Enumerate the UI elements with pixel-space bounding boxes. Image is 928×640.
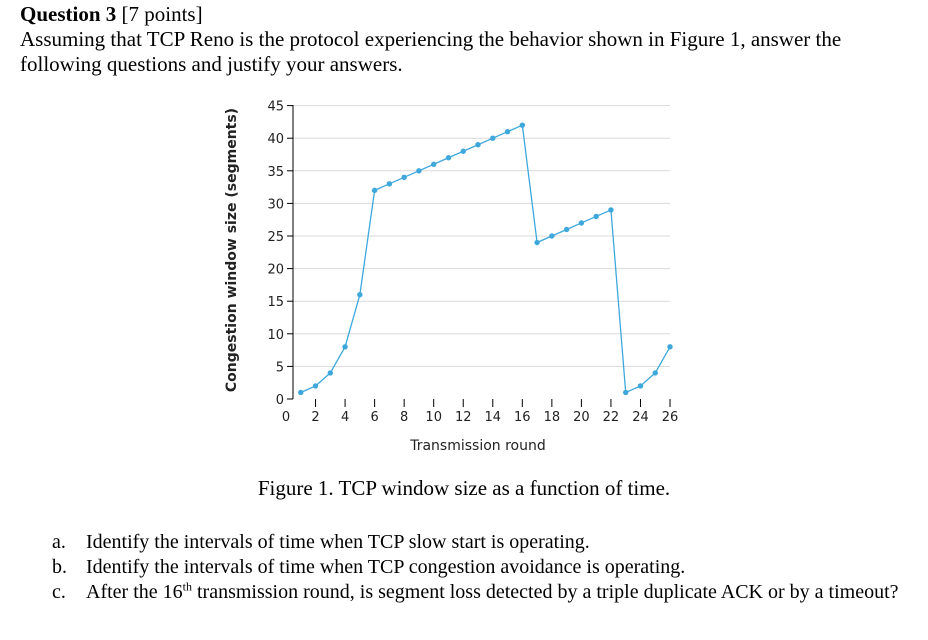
question-c-text-pre: After the 16 bbox=[86, 581, 183, 603]
x-axis-label: Transmission round bbox=[409, 438, 546, 454]
question-label: Question 3 bbox=[20, 2, 117, 26]
data-point-12 bbox=[460, 148, 466, 154]
question-a: a. Identify the intervals of time when T… bbox=[52, 530, 922, 555]
y-tick-label-30: 30 bbox=[267, 197, 284, 212]
question-b-label: b. bbox=[52, 556, 67, 578]
cwnd-series-line bbox=[300, 124, 671, 394]
x-tick-label-6: 6 bbox=[370, 410, 378, 425]
data-point-21 bbox=[593, 213, 599, 220]
question-list: a. Identify the intervals of time when T… bbox=[52, 530, 922, 605]
data-point-4 bbox=[342, 344, 348, 350]
data-point-11 bbox=[445, 155, 452, 161]
question-c: c. After the 16th transmission round, is… bbox=[52, 580, 922, 605]
x-axis-ticks: 0 2 4 6 8 10 12 14 16 18 20 22 24 26 bbox=[282, 399, 678, 425]
data-point-14 bbox=[490, 135, 496, 141]
x-tick-label-12: 12 bbox=[455, 410, 472, 425]
question-c-label: c. bbox=[52, 581, 66, 603]
data-point-26 bbox=[667, 344, 673, 350]
data-point-15 bbox=[504, 128, 511, 135]
data-point-18 bbox=[549, 233, 555, 239]
question-b-text: Identify the intervals of time when TCP … bbox=[86, 556, 686, 578]
question-a-label: a. bbox=[52, 531, 66, 553]
data-point-25 bbox=[652, 370, 658, 376]
y-tick-label-10: 10 bbox=[267, 328, 284, 343]
question-c-text-post: transmission round, is segment loss dete… bbox=[191, 581, 899, 603]
question-a-text: Identify the intervals of time when TCP … bbox=[86, 531, 590, 553]
question-b: b. Identify the intervals of time when T… bbox=[52, 555, 922, 580]
x-tick-label-20: 20 bbox=[573, 410, 590, 425]
x-tick-label-18: 18 bbox=[544, 410, 561, 425]
data-point-19 bbox=[563, 226, 570, 233]
data-point-10 bbox=[431, 161, 437, 167]
x-tick-label-10: 10 bbox=[425, 410, 442, 425]
y-tick-label-20: 20 bbox=[267, 263, 284, 278]
x-tick-label-4: 4 bbox=[341, 410, 349, 425]
data-point-3 bbox=[327, 370, 334, 376]
x-tick-label-16: 16 bbox=[514, 410, 531, 425]
x-tick-label-24: 24 bbox=[632, 410, 649, 425]
data-point-8 bbox=[401, 174, 407, 181]
question-c-superscript: th bbox=[182, 579, 192, 594]
data-point-24 bbox=[637, 383, 644, 389]
y-tick-label-25: 25 bbox=[267, 230, 284, 245]
y-tick-label-40: 40 bbox=[267, 132, 284, 147]
data-point-16 bbox=[519, 122, 526, 128]
data-point-1 bbox=[298, 389, 304, 396]
data-point-5 bbox=[357, 291, 363, 298]
data-point-9 bbox=[416, 168, 422, 174]
x-tick-label-8: 8 bbox=[400, 410, 408, 425]
data-point-17 bbox=[534, 239, 540, 246]
data-point-13 bbox=[475, 142, 481, 148]
x-tick-label-26: 26 bbox=[662, 410, 679, 425]
figure-caption: Figure 1. TCP window size as a function … bbox=[257, 476, 671, 500]
grid-lines bbox=[293, 105, 670, 367]
x-tick-label-0: 0 bbox=[282, 410, 290, 425]
data-point-6 bbox=[371, 187, 378, 194]
y-axis-label: Congestion window size (segments) bbox=[224, 108, 240, 392]
data-point-20 bbox=[578, 220, 585, 226]
x-tick-label-14: 14 bbox=[485, 410, 502, 425]
question-points: [7 points] bbox=[121, 2, 203, 26]
data-point-23 bbox=[623, 389, 629, 396]
y-tick-label-45: 45 bbox=[267, 100, 284, 115]
y-tick-label-15: 15 bbox=[267, 295, 284, 310]
y-axis-ticks: 0 5 10 15 20 25 30 35 40 45 bbox=[267, 100, 293, 408]
question-intro: Assuming that TCP Reno is the protocol e… bbox=[20, 27, 842, 76]
data-point-22 bbox=[608, 207, 614, 213]
x-tick-label-22: 22 bbox=[603, 410, 620, 425]
y-tick-label-0: 0 bbox=[276, 393, 284, 408]
data-point-7 bbox=[386, 181, 393, 187]
x-tick-label-2: 2 bbox=[311, 410, 319, 425]
data-point-2 bbox=[312, 383, 319, 389]
y-tick-label-35: 35 bbox=[267, 165, 284, 180]
cwnd-series-points bbox=[298, 122, 673, 396]
y-tick-label-5: 5 bbox=[276, 360, 284, 375]
question-header: Question 3 [7 points] Assuming that TCP … bbox=[20, 2, 920, 77]
